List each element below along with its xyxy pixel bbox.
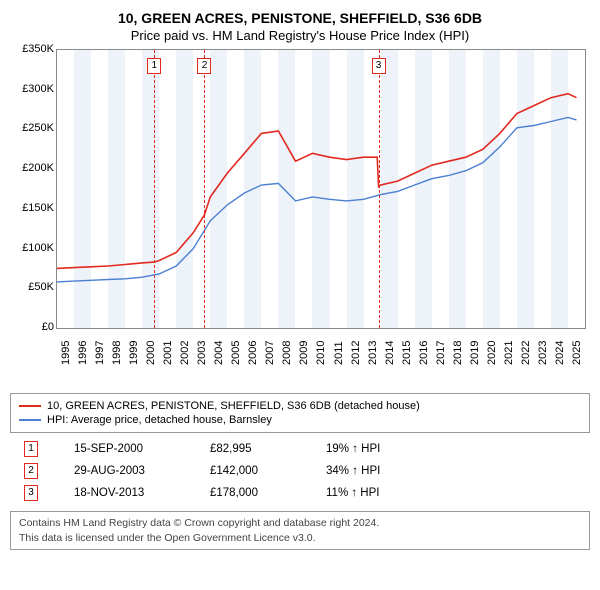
y-tick-label: £150K [22, 202, 54, 214]
x-tick-label: 2025 [571, 341, 583, 365]
transaction-marker: 2 [197, 58, 211, 74]
transaction-price: £142,000 [210, 465, 300, 477]
transactions-table: 1 15-SEP-2000 £82,995 19% ↑ HPI 2 29-AUG-2003… [10, 441, 590, 501]
transaction-row: 2 29-AUG-2003 £142,000 34% ↑ HPI [10, 463, 590, 479]
x-tick-label: 2005 [230, 341, 242, 365]
transaction-vline [154, 50, 155, 328]
x-tick-label: 2020 [486, 341, 498, 365]
transaction-delta: 19% ↑ HPI [326, 443, 380, 455]
x-tick-label: 1997 [94, 341, 106, 365]
x-tick-label: 2017 [435, 341, 447, 365]
title-line-2: Price paid vs. HM Land Registry's House … [10, 28, 590, 43]
legend-label: 10, GREEN ACRES, PENISTONE, SHEFFIELD, S… [47, 400, 420, 412]
x-tick-label: 2022 [520, 341, 532, 365]
y-tick-label: £100K [22, 242, 54, 254]
x-tick-label: 2002 [179, 341, 191, 365]
x-tick-label: 2006 [247, 341, 259, 365]
x-tick-label: 2014 [384, 341, 396, 365]
x-tick-label: 2018 [452, 341, 464, 365]
transaction-date: 15-SEP-2000 [74, 443, 184, 455]
legend-swatch [19, 405, 41, 407]
attribution-footer: Contains HM Land Registry data © Crown c… [10, 511, 590, 550]
transaction-marker-small: 1 [24, 441, 38, 457]
x-tick-label: 2013 [367, 341, 379, 365]
transaction-row: 1 15-SEP-2000 £82,995 19% ↑ HPI [10, 441, 590, 457]
legend-item-hpi: HPI: Average price, detached house, Barn… [19, 414, 581, 426]
y-axis-labels: £0£50K£100K£150K£200K£250K£300K£350K [10, 49, 56, 329]
transaction-marker: 3 [372, 58, 386, 74]
x-tick-label: 2003 [196, 341, 208, 365]
legend-swatch [19, 419, 41, 421]
line-chart-svg [57, 50, 585, 328]
transaction-price: £82,995 [210, 443, 300, 455]
x-tick-label: 2010 [315, 341, 327, 365]
legend-label: HPI: Average price, detached house, Barn… [47, 414, 272, 426]
y-tick-label: £0 [42, 321, 54, 333]
transaction-price: £178,000 [210, 487, 300, 499]
y-tick-label: £300K [22, 83, 54, 95]
y-tick-label: £250K [22, 122, 54, 134]
x-tick-label: 2004 [213, 341, 225, 365]
x-tick-label: 1999 [128, 341, 140, 365]
chart-title-block: 10, GREEN ACRES, PENISTONE, SHEFFIELD, S… [10, 10, 590, 43]
x-tick-label: 1998 [111, 341, 123, 365]
legend-item-price-paid: 10, GREEN ACRES, PENISTONE, SHEFFIELD, S… [19, 400, 581, 412]
x-tick-label: 2023 [537, 341, 549, 365]
x-tick-label: 2015 [401, 341, 413, 365]
x-tick-label: 2008 [281, 341, 293, 365]
x-tick-label: 2021 [503, 341, 515, 365]
transaction-row: 3 18-NOV-2013 £178,000 11% ↑ HPI [10, 485, 590, 501]
footer-line-2: This data is licensed under the Open Gov… [19, 532, 316, 544]
y-tick-label: £50K [28, 281, 54, 293]
x-tick-label: 2001 [162, 341, 174, 365]
y-tick-label: £200K [22, 162, 54, 174]
title-line-1: 10, GREEN ACRES, PENISTONE, SHEFFIELD, S… [10, 10, 590, 26]
transaction-marker-small: 2 [24, 463, 38, 479]
x-tick-label: 2016 [418, 341, 430, 365]
transaction-marker: 1 [147, 58, 161, 74]
transaction-delta: 34% ↑ HPI [326, 465, 380, 477]
x-tick-label: 2009 [298, 341, 310, 365]
series-line-hpi [57, 118, 577, 282]
x-tick-label: 2019 [469, 341, 481, 365]
series-line-price_paid [57, 94, 577, 269]
x-tick-label: 2007 [264, 341, 276, 365]
transaction-date: 18-NOV-2013 [74, 487, 184, 499]
footer-line-1: Contains HM Land Registry data © Crown c… [19, 517, 379, 529]
x-tick-label: 2024 [554, 341, 566, 365]
legend: 10, GREEN ACRES, PENISTONE, SHEFFIELD, S… [10, 393, 590, 433]
x-tick-label: 1995 [60, 341, 72, 365]
plot-area: 1 2 3 [56, 49, 586, 329]
transaction-delta: 11% ↑ HPI [326, 487, 379, 499]
transaction-marker-small: 3 [24, 485, 38, 501]
transaction-date: 29-AUG-2003 [74, 465, 184, 477]
x-tick-label: 2012 [350, 341, 362, 365]
x-tick-label: 2011 [333, 341, 345, 365]
transaction-vline [379, 50, 380, 328]
x-axis-labels: 1995 1996 1997 1998 1999 2000 2001 2002 2003 2004… [56, 331, 586, 387]
transaction-vline [204, 50, 205, 328]
x-tick-label: 2000 [145, 341, 157, 365]
x-tick-label: 1996 [77, 341, 89, 365]
y-tick-label: £350K [22, 43, 54, 55]
chart: £0£50K£100K£150K£200K£250K£300K£350K 123… [10, 49, 590, 389]
